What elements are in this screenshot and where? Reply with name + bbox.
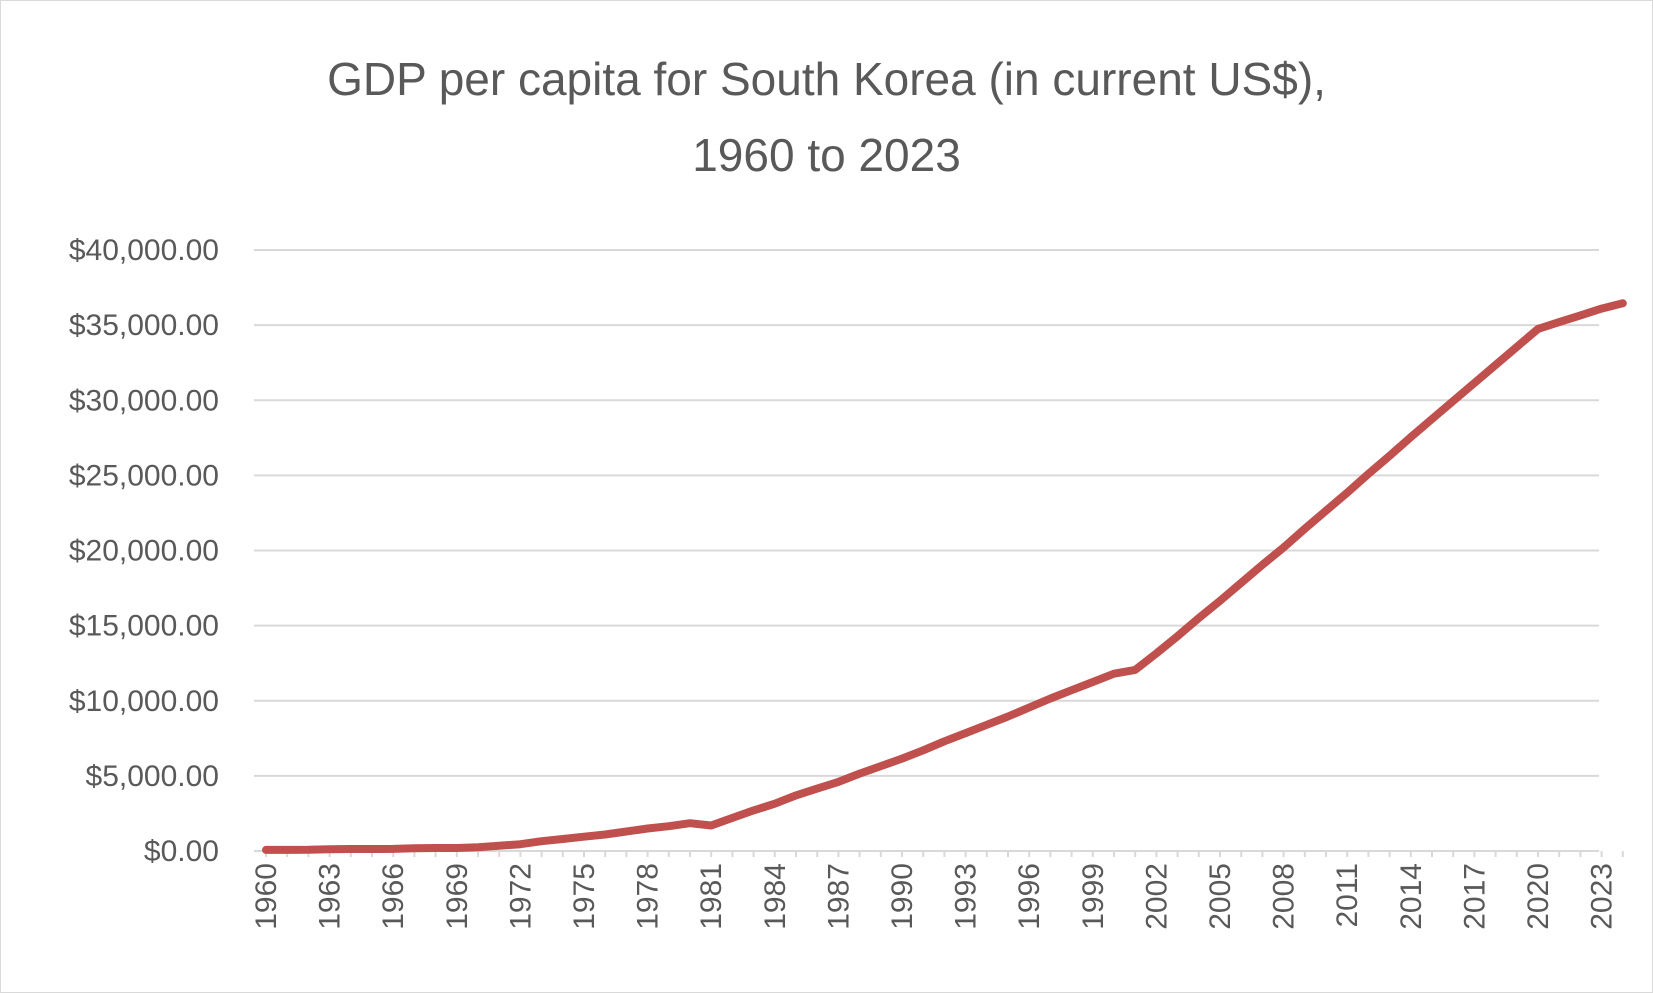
x-tick-label: 1999: [1077, 863, 1110, 930]
x-tick-label: 2002: [1140, 863, 1173, 930]
x-tick-label: 1972: [504, 863, 537, 930]
x-tick-label: 1987: [822, 863, 855, 930]
chart-title: GDP per capita for South Korea (in curre…: [327, 53, 1326, 181]
x-tick-label: 2008: [1268, 863, 1301, 930]
x-tick-label: 1969: [441, 863, 474, 930]
y-tick-label: $15,000.00: [69, 610, 219, 643]
series-line: [262, 299, 1627, 854]
x-tick-label: 1963: [314, 863, 347, 930]
x-tick-label: 1975: [568, 863, 601, 930]
x-tick-label: 1978: [632, 863, 665, 930]
x-tick-label: 2020: [1522, 863, 1555, 930]
x-tick-label: 1990: [886, 863, 919, 930]
x-tick-label: 2017: [1458, 863, 1491, 930]
x-tick-label: 1981: [695, 863, 728, 930]
y-tick-label: $0.00: [144, 835, 219, 868]
x-tick-label: 1960: [250, 863, 283, 930]
x-tick-label: 2014: [1395, 863, 1428, 930]
y-tick-label: $40,000.00: [69, 234, 219, 267]
x-tick-label: 1966: [377, 863, 410, 930]
x-tick-label: 2011: [1331, 863, 1364, 928]
y-tick-label: $30,000.00: [69, 384, 219, 417]
x-tick-label: 2005: [1204, 863, 1237, 930]
x-tick-label: 1996: [1013, 863, 1046, 930]
y-tick-label: $10,000.00: [69, 685, 219, 718]
y-tick-label: $35,000.00: [69, 309, 219, 342]
x-tick-label: 1993: [950, 863, 983, 930]
y-tick-label: $20,000.00: [69, 535, 219, 568]
x-tick-label: 1984: [759, 863, 792, 930]
y-tick-label: $25,000.00: [69, 459, 219, 492]
x-tick-label: 2023: [1586, 863, 1619, 930]
y-tick-label: $5,000.00: [86, 760, 219, 793]
